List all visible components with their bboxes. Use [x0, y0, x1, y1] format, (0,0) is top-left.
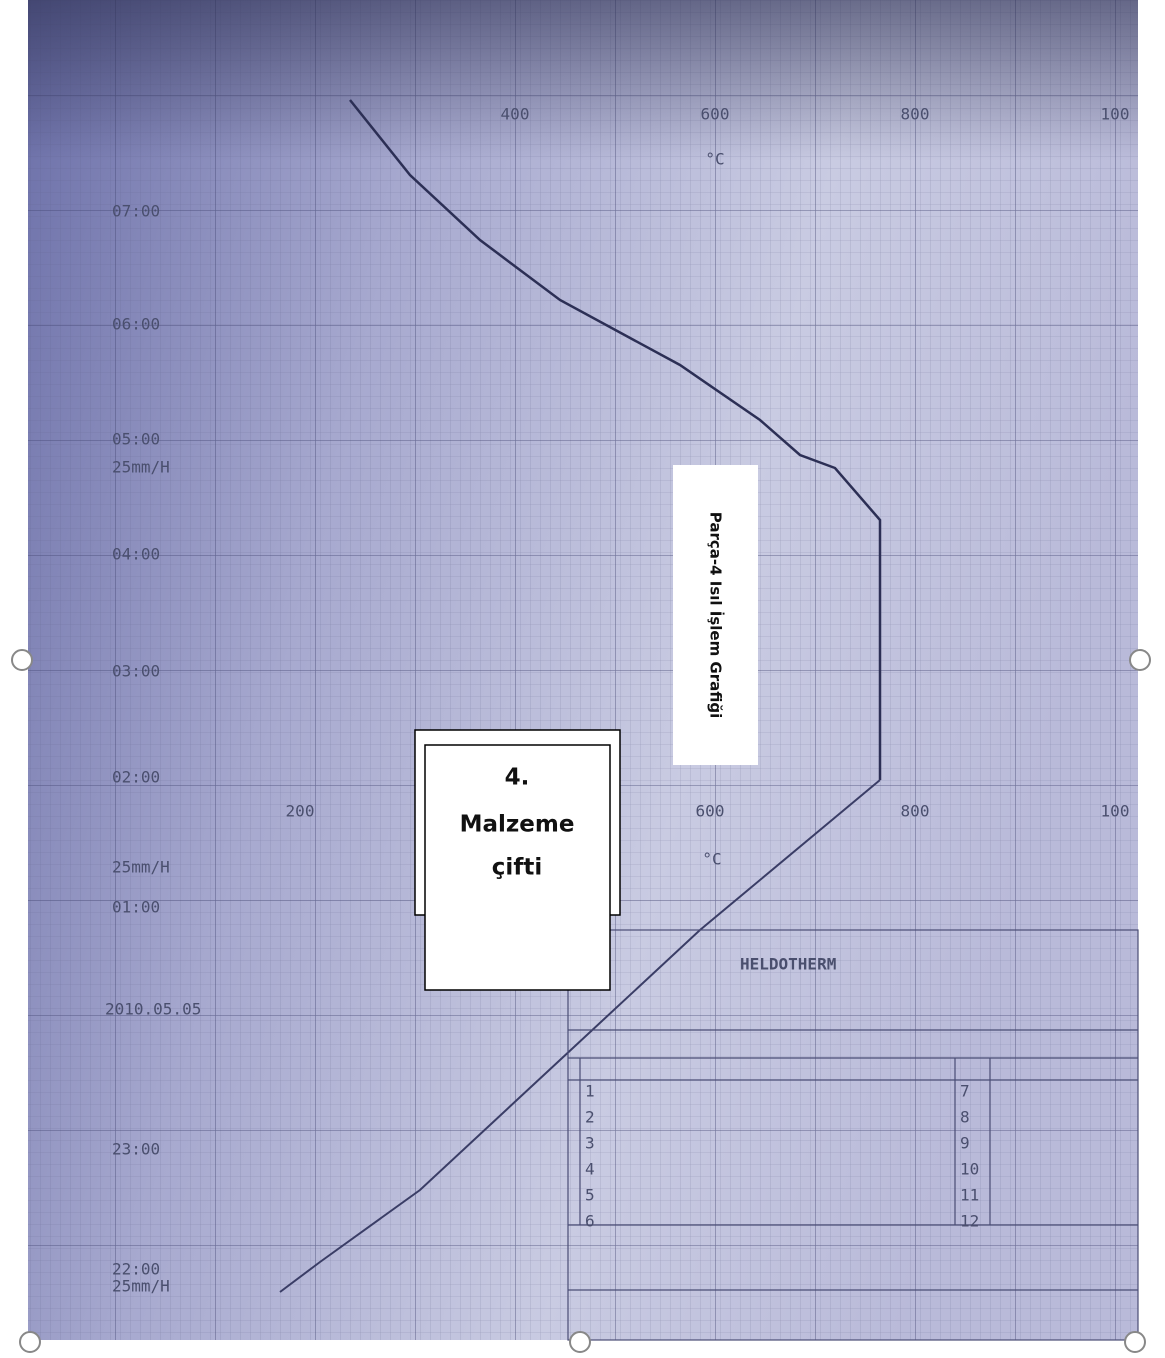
row-number: 9 [960, 1134, 970, 1153]
row-number: 7 [960, 1082, 970, 1101]
time-label: 25mm/H [112, 458, 170, 477]
time-label: 06:00 [112, 315, 160, 334]
row-number: 3 [585, 1134, 595, 1153]
time-label: 01:00 [112, 898, 160, 917]
temp-label: 600 [696, 802, 725, 821]
temp-label: 100 [1101, 802, 1130, 821]
handle[interactable] [1130, 650, 1150, 670]
row-number: 10 [960, 1160, 979, 1179]
title-text: Parça-4 Isıl İşlem Grafiği [707, 512, 726, 719]
temp-label: 600 [701, 105, 730, 124]
logo-brand: HELDOTHERM [740, 955, 836, 974]
shadow [28, 0, 1138, 1340]
row-number: 2 [585, 1108, 595, 1127]
time-label: 23:00 [112, 1140, 160, 1159]
row-number: 5 [585, 1186, 595, 1205]
document: 07:00 06:00 05:00 25mm/H 04:00 03:00 02:00 25mm… [0, 0, 1165, 1358]
time-label: 03:00 [112, 662, 160, 681]
time-label: 07:00 [112, 202, 160, 221]
label-line: çifti [492, 855, 542, 881]
unit-label: °C [702, 850, 721, 869]
time-label: 25mm/H [112, 1277, 170, 1296]
label-line: Malzeme [460, 812, 575, 838]
handle[interactable] [570, 1332, 590, 1352]
temp-label: 400 [501, 105, 530, 124]
temp-label: 200 [286, 802, 315, 821]
temp-label: 800 [901, 105, 930, 124]
label-line: 4. [505, 765, 530, 791]
time-label: 02:00 [112, 768, 160, 787]
row-number: 8 [960, 1108, 970, 1127]
handle[interactable] [1125, 1332, 1145, 1352]
time-label: 05:00 [112, 430, 160, 449]
time-label: 25mm/H [112, 858, 170, 877]
row-number: 11 [960, 1186, 979, 1205]
handle[interactable] [12, 650, 32, 670]
time-label: 04:00 [112, 545, 160, 564]
temp-label: 800 [901, 802, 930, 821]
handle[interactable] [20, 1332, 40, 1352]
row-number: 1 [585, 1082, 595, 1101]
time-label: 2010.05.05 [105, 1000, 201, 1019]
page: 07:00 06:00 05:00 25mm/H 04:00 03:00 02:00 25mm… [0, 0, 1165, 1358]
temp-label: 100 [1101, 105, 1130, 124]
row-number: 4 [585, 1160, 595, 1179]
row-number: 12 [960, 1212, 979, 1231]
unit-label: °C [705, 150, 724, 169]
row-number: 6 [585, 1212, 595, 1231]
